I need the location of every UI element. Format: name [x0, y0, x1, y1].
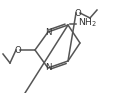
Text: N: N	[45, 28, 51, 36]
Text: O: O	[15, 45, 21, 54]
Text: O: O	[75, 8, 81, 17]
Text: NH$_2$: NH$_2$	[78, 17, 97, 29]
Text: N: N	[45, 64, 51, 73]
